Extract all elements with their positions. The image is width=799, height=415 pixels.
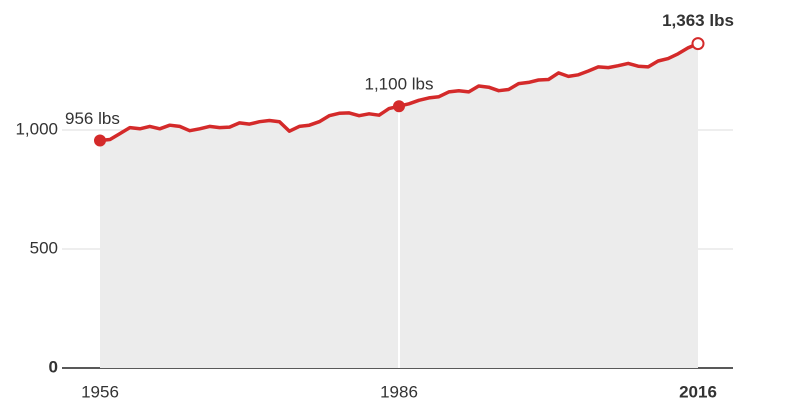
point-marker bbox=[393, 100, 405, 113]
y-tick-label: 500 bbox=[30, 238, 58, 257]
x-tick-label: 1986 bbox=[380, 382, 418, 401]
y-tick-label: 1,000 bbox=[15, 119, 58, 138]
data-label: 1,363 lbs bbox=[662, 11, 734, 30]
x-tick-label: 1956 bbox=[81, 382, 119, 401]
x-tick-label: 2016 bbox=[679, 382, 717, 401]
point-marker bbox=[94, 134, 106, 147]
y-tick-label: 0 bbox=[49, 357, 58, 376]
data-label: 1,100 lbs bbox=[365, 75, 434, 94]
data-label: 956 lbs bbox=[65, 109, 120, 128]
point-marker bbox=[691, 37, 705, 51]
